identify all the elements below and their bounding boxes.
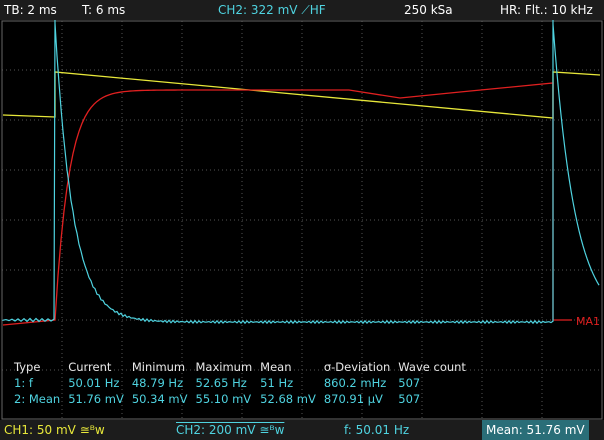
filter[interactable]: HR: Flt.: 10 kHz xyxy=(500,3,593,17)
cell: 507 xyxy=(398,392,421,406)
cell: 55.10 mV xyxy=(195,392,252,406)
cell: 1: f xyxy=(14,376,33,390)
timebase[interactable]: TB: 2 ms xyxy=(4,3,57,17)
column-header: Wave count xyxy=(398,360,466,374)
ch1-trace xyxy=(2,71,601,119)
trigger-time[interactable]: T: 6 ms xyxy=(82,3,126,17)
grid xyxy=(2,21,602,419)
column-header: Current xyxy=(68,360,112,374)
waveform-area: MA1 xyxy=(1,20,603,420)
mean-readout[interactable]: Mean: 51.76 mV xyxy=(482,420,589,440)
cell: 2: Mean xyxy=(14,392,61,406)
ch1-setting[interactable]: CH1: 50 mV ≅ᴮw xyxy=(4,423,105,437)
sample-rate[interactable]: 250 kSa xyxy=(404,3,453,17)
column-header: Type xyxy=(14,360,41,374)
footer-bar: CH1: 50 mV ≅ᴮw CH2: 200 mV ≅ᴮw f: 50.01 … xyxy=(0,420,604,440)
measurement-row: 2: Mean 51.76 mV 50.34 mV 55.10 mV 52.68 mV 8… xyxy=(10,392,470,408)
cell: 870.91 µV xyxy=(323,392,383,406)
column-header: Maximum xyxy=(195,360,253,374)
cell: 860.2 mHz xyxy=(323,376,387,390)
cell: 50.34 mV xyxy=(131,392,188,406)
screen-border xyxy=(1,20,603,420)
column-header: σ-Deviation xyxy=(323,360,391,374)
cell: 48.79 Hz xyxy=(131,376,184,390)
measurement-row: 1: f 50.01 Hz 48.79 Hz 52.65 Hz 51 Hz 860.2 m… xyxy=(10,376,470,392)
trigger-setting[interactable]: CH2: 322 mV ⟋HF xyxy=(218,3,326,17)
ch2-trace xyxy=(2,20,600,325)
ch2-setting[interactable]: CH2: 200 mV ≅ᴮw xyxy=(176,423,285,437)
math-trace xyxy=(2,82,572,326)
cell: 51.76 mV xyxy=(68,392,124,406)
cell: 52.68 mV xyxy=(260,392,316,406)
column-header: Minimum xyxy=(131,360,186,374)
cell: 50.01 Hz xyxy=(68,376,120,390)
column-header: Mean xyxy=(260,360,292,374)
cell: 52.65 Hz xyxy=(195,376,247,390)
trace-label: MA1 xyxy=(576,315,600,328)
header-bar: TB: 2 ms T: 6 ms CH2: 322 mV ⟋HF 250 kSa… xyxy=(0,0,604,20)
cell: 51 Hz xyxy=(260,376,294,390)
measurement-table: Type Current Minimum Maximum Mean σ-Deviation… xyxy=(10,360,470,408)
frequency-readout[interactable]: f: 50.01 Hz xyxy=(344,423,410,437)
cell: 507 xyxy=(398,376,421,390)
